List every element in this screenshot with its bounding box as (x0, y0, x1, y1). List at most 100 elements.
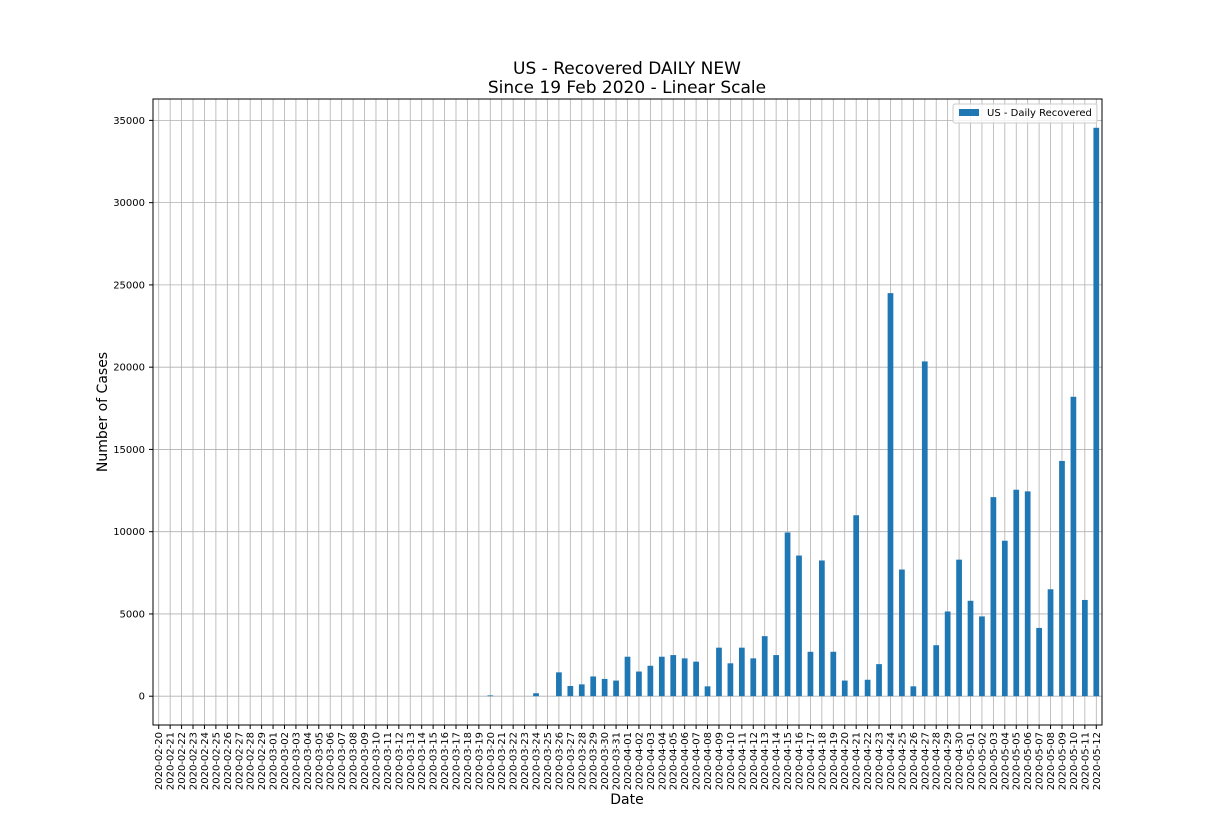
x-tick-label: 2020-03-07 (337, 732, 348, 790)
bar (636, 671, 642, 697)
x-tick-label: 2020-02-20 (154, 732, 165, 790)
x-tick-label: 2020-03-04 (303, 732, 314, 790)
x-tick-label: 2020-03-21 (497, 732, 508, 790)
x-tick-label: 2020-04-21 (852, 732, 863, 790)
x-tick-label: 2020-02-21 (166, 732, 177, 790)
x-tick-label: 2020-04-23 (875, 732, 886, 790)
bar (967, 600, 974, 697)
x-tick-label: 2020-05-06 (1023, 732, 1034, 790)
y-tick-label: 10000 (113, 527, 145, 538)
y-tick-label: 5000 (120, 609, 145, 620)
bar (796, 555, 802, 697)
x-tick-label: 2020-03-25 (543, 732, 554, 790)
x-tick-label: 2020-03-22 (509, 732, 520, 790)
bar (1070, 396, 1077, 697)
bar (899, 569, 905, 697)
x-tick-label: 2020-04-26 (909, 732, 920, 790)
bar (567, 686, 574, 697)
x-tick-label: 2020-04-15 (783, 732, 794, 790)
x-tick-label: 2020-03-16 (440, 732, 451, 790)
bar (1093, 127, 1100, 697)
y-axis-ticks: 0 5000 10000 15000 20000 25000 30000 35000 (113, 116, 153, 703)
x-tick-label: 2020-03-13 (406, 732, 417, 790)
x-tick-label: 2020-02-25 (211, 732, 222, 790)
x-tick-label: 2020-05-12 (1092, 732, 1103, 790)
x-tick-label: 2020-04-08 (703, 732, 714, 790)
x-tick-label: 2020-04-11 (737, 732, 748, 790)
x-tick-label: 2020-05-05 (1012, 732, 1023, 790)
bar (693, 661, 699, 697)
x-tick-label: 2020-02-24 (200, 732, 211, 790)
bar (979, 616, 985, 697)
x-tick-label: 2020-04-09 (714, 732, 725, 790)
chart-title: US - Recovered DAILY NEW (513, 59, 741, 79)
bar (658, 656, 665, 697)
x-tick-label: 2020-03-14 (417, 732, 428, 790)
x-axis-label: Date (610, 792, 643, 808)
x-tick-label: 2020-05-04 (1000, 732, 1011, 790)
x-tick-label: 2020-05-03 (989, 732, 1000, 790)
bar (624, 656, 631, 697)
bar (670, 655, 677, 697)
y-tick-label: 0 (139, 692, 145, 703)
bar (738, 647, 745, 697)
x-tick-label: 2020-02-29 (257, 732, 268, 790)
bar (841, 680, 848, 697)
x-tick-label: 2020-03-02 (280, 732, 291, 790)
x-tick-label: 2020-04-25 (897, 732, 908, 790)
bar (1013, 489, 1020, 697)
bar (578, 684, 585, 697)
x-tick-label: 2020-04-22 (863, 732, 874, 790)
x-tick-label: 2020-04-30 (955, 732, 966, 790)
x-tick-label: 2020-05-09 (1057, 732, 1068, 790)
x-tick-label: 2020-03-11 (383, 732, 394, 790)
bars (487, 127, 1100, 697)
x-tick-label: 2020-04-07 (692, 732, 703, 790)
bar (921, 361, 928, 697)
x-tick-label: 2020-02-28 (246, 732, 257, 790)
x-tick-label: 2020-04-27 (920, 732, 931, 790)
legend-box (952, 103, 1098, 124)
bar (807, 651, 814, 697)
bar (933, 645, 940, 697)
x-tick-label: 2020-03-19 (474, 732, 485, 790)
bar (647, 665, 654, 697)
bar (1081, 599, 1088, 697)
x-tick-label: 2020-05-02 (977, 732, 988, 790)
x-tick-label: 2020-03-20 (486, 732, 497, 790)
x-tick-label: 2020-03-24 (532, 732, 543, 790)
bar (1047, 589, 1054, 697)
bar (716, 647, 722, 697)
x-tick-label: 2020-03-17 (451, 732, 462, 790)
bar (533, 693, 539, 697)
x-tick-label: 2020-04-12 (749, 732, 760, 790)
x-tick-label: 2020-04-28 (932, 732, 943, 790)
x-tick-label: 2020-04-10 (726, 732, 737, 790)
bar (784, 532, 791, 697)
x-tick-label: 2020-03-27 (566, 732, 577, 790)
x-tick-label: 2020-04-03 (646, 732, 657, 790)
x-tick-label: 2020-05-01 (966, 732, 977, 790)
x-tick-label: 2020-03-18 (463, 732, 474, 790)
legend-swatch (959, 109, 979, 116)
x-tick-label: 2020-02-23 (189, 732, 200, 790)
bar (704, 686, 711, 697)
x-tick-label: 2020-03-15 (429, 732, 440, 790)
x-tick-label: 2020-03-29 (589, 732, 600, 790)
x-tick-label: 2020-02-22 (177, 732, 188, 790)
bar (590, 676, 597, 697)
y-tick-label: 25000 (113, 280, 145, 291)
x-tick-label: 2020-03-30 (600, 732, 611, 790)
x-tick-label: 2020-03-26 (554, 732, 565, 790)
bar (830, 651, 837, 697)
x-tick-label: 2020-04-20 (840, 732, 851, 790)
x-tick-label: 2020-03-06 (326, 732, 337, 790)
bar (819, 560, 825, 697)
bar (1001, 540, 1008, 697)
x-tick-label: 2020-04-16 (795, 732, 806, 790)
x-tick-label: 2020-03-01 (269, 732, 280, 790)
x-tick-label: 2020-05-11 (1080, 732, 1091, 790)
legend: US - Daily Recovered (952, 103, 1098, 124)
bar (876, 664, 882, 697)
